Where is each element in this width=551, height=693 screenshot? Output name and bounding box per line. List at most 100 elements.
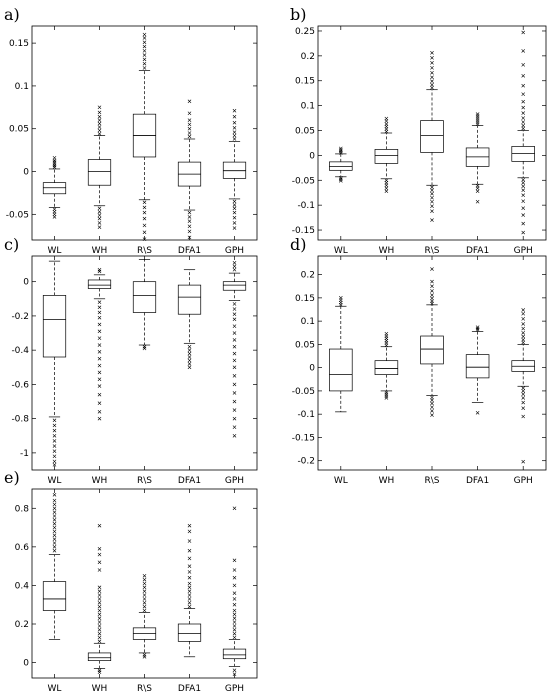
box-dfa1 <box>177 523 202 658</box>
outlier-marker <box>97 336 102 340</box>
y-tick-label: 0.2 <box>15 620 29 630</box>
y-tick-label: 0.05 <box>9 125 29 135</box>
x-category-label: R\S <box>137 684 152 693</box>
outlier-marker <box>142 216 147 221</box>
outlier-marker <box>97 604 102 609</box>
outlier-marker <box>521 188 526 193</box>
outlier-marker <box>521 386 526 390</box>
x-category-label: WH <box>92 246 108 256</box>
outlier-marker <box>97 552 102 557</box>
outlier-marker <box>187 134 192 139</box>
outlier-marker <box>52 212 57 217</box>
outlier-marker <box>187 126 192 131</box>
outlier-marker <box>521 92 526 96</box>
outlier-marker <box>52 521 57 526</box>
outlier-marker <box>97 322 102 327</box>
outlier-marker <box>521 392 526 396</box>
outlier-marker <box>232 203 237 207</box>
x-category-label: WH <box>92 476 108 486</box>
outlier-marker <box>232 635 237 640</box>
outlier-marker <box>232 374 237 378</box>
outlier-marker <box>187 523 192 528</box>
x-category-label: WL <box>334 476 348 486</box>
y-tick-label: 0.1 <box>301 317 315 327</box>
outlier-marker <box>97 377 102 382</box>
outlier-marker <box>97 600 102 605</box>
outlier-marker <box>475 328 480 332</box>
outlier-marker <box>521 316 526 321</box>
outlier-marker <box>475 325 480 329</box>
outlier-marker <box>97 221 102 225</box>
outlier-marker <box>430 409 434 413</box>
iqr-box <box>42 581 67 611</box>
outlier-marker <box>430 293 434 297</box>
outlier-marker <box>521 49 526 53</box>
iqr-box <box>132 281 157 313</box>
iqr-box <box>222 161 247 179</box>
x-category-label: DFA1 <box>178 476 201 486</box>
outlier-marker <box>142 205 147 210</box>
y-tick-label: 0.15 <box>295 77 315 87</box>
x-category-label: R\S <box>137 246 152 256</box>
outlier-marker <box>338 296 343 300</box>
outlier-marker <box>521 111 526 115</box>
outlier-marker <box>52 162 57 166</box>
outlier-marker <box>52 160 57 164</box>
outlier-marker <box>52 502 57 507</box>
x-category-label: GPH <box>225 246 244 256</box>
outlier-marker <box>187 600 192 605</box>
y-tick-label: 0.1 <box>301 102 315 112</box>
outlier-marker <box>142 577 147 582</box>
box-wh <box>87 523 112 675</box>
outlier-marker <box>232 264 237 269</box>
outlier-marker <box>521 123 526 128</box>
outlier-marker <box>430 204 434 208</box>
outlier-marker <box>142 604 147 609</box>
outlier-marker <box>232 506 237 511</box>
outlier-marker <box>52 454 57 459</box>
iqr-box <box>511 146 535 162</box>
box-gph <box>511 30 535 235</box>
outlier-marker <box>187 529 192 534</box>
outlier-marker <box>187 556 192 561</box>
y-tick-label: -0.05 <box>292 387 315 397</box>
outlier-marker <box>475 410 480 415</box>
outlier-marker <box>97 560 102 565</box>
x-category-label: DFA1 <box>178 246 201 256</box>
x-category-label: WL <box>48 246 62 256</box>
outlier-marker <box>187 224 192 229</box>
outlier-marker <box>52 165 57 170</box>
box-dfa1 <box>177 269 202 370</box>
outlier-marker <box>232 416 237 421</box>
outlier-marker <box>475 326 480 331</box>
outlier-marker <box>430 82 434 87</box>
outlier-marker <box>52 439 57 443</box>
outlier-marker <box>232 602 237 607</box>
outlier-marker <box>338 178 343 183</box>
outlier-marker <box>475 199 480 204</box>
outlier-marker <box>521 311 526 316</box>
outlier-marker <box>430 65 434 70</box>
outlier-marker <box>187 539 192 543</box>
outlier-marker <box>97 384 102 388</box>
chart-panel: b) -0.15 -0.1 -0.05 0 0.05 0.1 0.15 0.2 0.25 WL WH R… <box>290 5 547 256</box>
outlier-marker <box>232 226 237 230</box>
outlier-marker <box>384 186 389 191</box>
outlier-marker <box>97 329 102 334</box>
outlier-marker <box>232 583 237 588</box>
outlier-marker <box>187 235 192 240</box>
outlier-marker <box>97 118 102 122</box>
outlier-marker <box>52 215 57 219</box>
outlier-marker <box>142 344 147 349</box>
outlier-marker <box>187 365 192 370</box>
outlier-marker <box>232 114 237 119</box>
outlier-marker <box>430 70 434 75</box>
outlier-marker <box>232 307 237 311</box>
outlier-marker <box>430 218 434 222</box>
box-dfa1 <box>465 325 490 415</box>
x-category-label: GPH <box>514 476 533 486</box>
outlier-marker <box>187 99 192 104</box>
outlier-marker <box>142 36 147 40</box>
outlier-marker <box>384 396 389 400</box>
outlier-marker <box>232 210 237 215</box>
